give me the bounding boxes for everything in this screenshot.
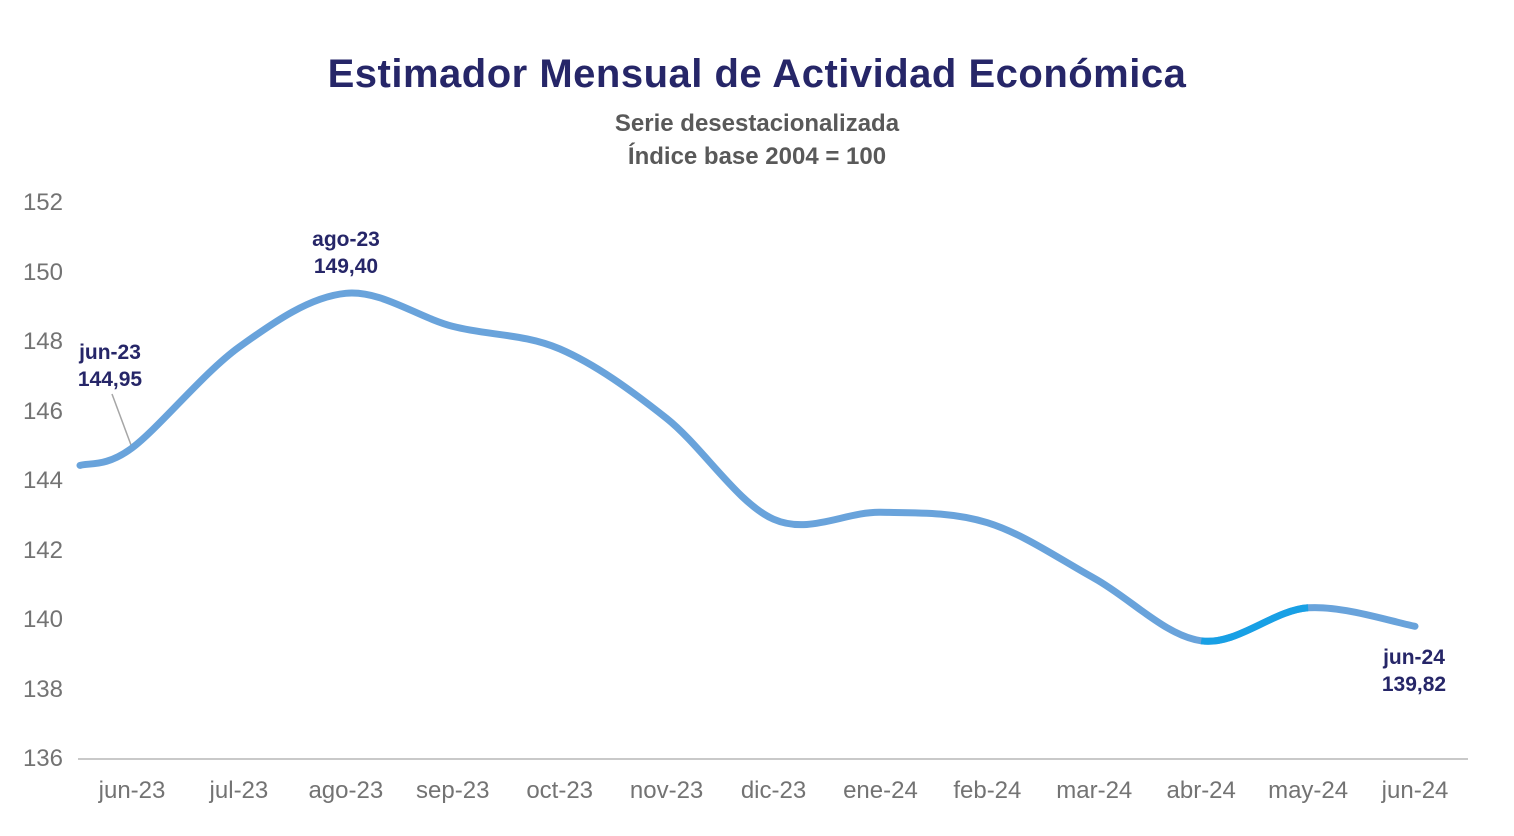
x-axis-label: dic-23 bbox=[740, 777, 807, 804]
x-axis-label: may-24 bbox=[1268, 777, 1349, 804]
annotation-value: 139,82 bbox=[1381, 673, 1447, 696]
y-axis-label: 136 bbox=[22, 745, 63, 772]
annotation-jun-23: jun-23 144,95 bbox=[78, 339, 142, 393]
annotation-label: jun-24 bbox=[1383, 646, 1445, 669]
x-axis-label: sep-23 bbox=[416, 777, 490, 804]
annotation-value: 149,40 bbox=[313, 255, 379, 278]
chart-subtitle-note: Índice base 2004 = 100 bbox=[627, 143, 887, 170]
series-highlight-segment bbox=[1200, 604, 1309, 645]
chart-subtitle: Serie desestacionalizada bbox=[614, 110, 900, 137]
x-axis-label: abr-24 bbox=[1166, 777, 1236, 804]
annotation-label: jun-23 bbox=[79, 341, 141, 364]
y-axis-label: 150 bbox=[22, 258, 63, 286]
series-line bbox=[76, 289, 1419, 645]
x-axis-label: jun-24 bbox=[1381, 777, 1449, 804]
annotation-leader-line bbox=[111, 393, 132, 446]
x-axis-label: ene-24 bbox=[843, 777, 918, 804]
x-axis-label: nov-23 bbox=[629, 777, 704, 804]
y-axis-label: 140 bbox=[22, 606, 63, 633]
annotation-ago-23: ago-23 149,40 bbox=[312, 226, 380, 280]
x-axis-label: jul-23 bbox=[209, 777, 269, 804]
x-axis-label: jun-23 bbox=[98, 777, 166, 804]
annotation-value: 144,95 bbox=[77, 368, 143, 391]
y-axis-label: 144 bbox=[22, 467, 63, 494]
y-axis-label: 142 bbox=[22, 536, 63, 564]
x-axis-label: mar-24 bbox=[1056, 777, 1133, 804]
y-axis-label: 152 bbox=[22, 189, 63, 216]
y-axis-label: 148 bbox=[22, 328, 63, 355]
annotation-jun-24: jun-24 139,82 bbox=[1382, 644, 1446, 698]
chart-title: Estimador Mensual de Actividad Económica bbox=[327, 52, 1187, 96]
x-axis-label: ago-23 bbox=[308, 777, 384, 804]
x-axis-label: feb-24 bbox=[953, 777, 1022, 804]
y-axis-label: 146 bbox=[22, 397, 63, 425]
x-axis-label: oct-23 bbox=[526, 777, 594, 804]
y-axis-label: 138 bbox=[22, 675, 63, 703]
annotation-label: ago-23 bbox=[312, 228, 380, 251]
